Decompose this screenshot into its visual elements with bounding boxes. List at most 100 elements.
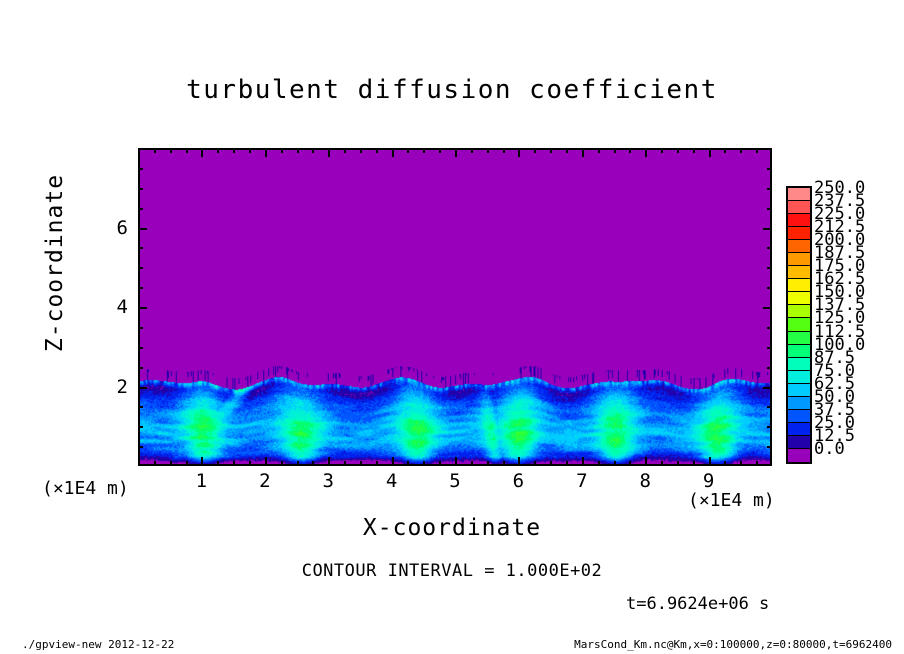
- x-axis-tick: [581, 457, 584, 466]
- x-axis-minor-tick: [613, 461, 616, 466]
- x-axis-minor-tick: [439, 148, 442, 153]
- y-axis-tick: [763, 227, 772, 230]
- x-axis-tick: [201, 148, 204, 157]
- x-axis-minor-tick: [550, 148, 553, 153]
- y-axis-minor-tick: [138, 267, 143, 270]
- colorbar-label: 75.0: [814, 360, 855, 381]
- colorbar-band: [788, 227, 810, 241]
- x-tick-label: 6: [512, 470, 525, 492]
- y-axis-minor-tick: [767, 247, 772, 250]
- y-axis-unit-label: (×1E4 m): [42, 478, 129, 499]
- footer-command: ./gpview-new 2012-12-22: [22, 638, 175, 651]
- colorbar-label: 187.5: [814, 243, 866, 264]
- x-axis-unit-label: (×1E4 m): [688, 490, 775, 511]
- colorbar-label: 150.0: [814, 282, 866, 303]
- x-axis-minor-tick: [153, 148, 156, 153]
- y-axis-minor-tick: [138, 326, 143, 329]
- y-axis-minor-tick: [767, 446, 772, 449]
- x-axis-minor-tick: [375, 461, 378, 466]
- x-axis-minor-tick: [359, 461, 362, 466]
- x-axis-minor-tick: [407, 148, 410, 153]
- x-tick-label: 5: [449, 470, 461, 492]
- colorbar-label: 225.0: [814, 204, 866, 225]
- x-axis-minor-tick: [740, 148, 743, 153]
- x-axis-minor-tick: [676, 461, 679, 466]
- colorbar-label: 100.0: [814, 334, 866, 355]
- x-tick-label: 2: [259, 470, 271, 492]
- y-axis-minor-tick: [138, 207, 143, 210]
- y-axis-tick: [138, 386, 147, 389]
- y-tick-label: 4: [116, 296, 128, 318]
- colorbar-label: 237.5: [814, 191, 866, 212]
- y-tick-label: 2: [116, 375, 128, 398]
- contour-interval-note: CONTOUR INTERVAL = 1.000E+02: [301, 561, 603, 581]
- y-axis-tick: [138, 227, 147, 230]
- x-axis-minor-tick: [312, 461, 315, 466]
- x-axis-minor-tick: [724, 461, 727, 466]
- colorbar-band: [788, 188, 810, 202]
- x-axis-minor-tick: [565, 461, 568, 466]
- x-axis-tick: [391, 148, 394, 157]
- x-tick-label: 4: [385, 470, 398, 492]
- y-axis-minor-tick: [138, 366, 143, 369]
- x-axis-tick: [264, 457, 267, 466]
- x-axis-tick: [645, 457, 648, 466]
- x-axis-minor-tick: [661, 461, 664, 466]
- y-axis-minor-tick: [767, 207, 772, 210]
- colorbar-band: [788, 344, 810, 358]
- x-axis-tick: [581, 148, 584, 157]
- y-axis-minor-tick: [767, 426, 772, 429]
- colorbar-label: 25.0: [814, 412, 855, 433]
- x-axis-tick: [455, 148, 457, 157]
- colorbar-band: [788, 409, 810, 423]
- x-axis-minor-tick: [470, 461, 473, 466]
- colorbar: [786, 186, 812, 464]
- y-axis-minor-tick: [138, 346, 143, 349]
- y-axis-tick: [138, 307, 147, 309]
- y-axis-minor-tick: [138, 247, 143, 250]
- y-axis-tick: [763, 386, 772, 389]
- x-axis-minor-tick: [344, 148, 347, 153]
- colorbar-band: [788, 435, 810, 449]
- x-tick-label: 1: [195, 470, 208, 492]
- x-axis-minor-tick: [534, 461, 537, 466]
- x-axis-minor-tick: [486, 461, 489, 466]
- x-axis-tick: [264, 148, 267, 157]
- y-axis-minor-tick: [767, 267, 772, 270]
- x-axis-tick: [708, 148, 711, 157]
- colorbar-band: [788, 201, 810, 215]
- colorbar-label: 87.5: [814, 347, 855, 368]
- colorbar-band: [788, 331, 810, 345]
- x-axis-minor-tick: [359, 148, 362, 153]
- x-axis-minor-tick: [740, 461, 743, 466]
- y-axis-minor-tick: [767, 167, 772, 170]
- colorbar-band: [788, 266, 810, 280]
- y-axis-minor-tick: [767, 406, 772, 409]
- x-axis-minor-tick: [534, 148, 537, 153]
- y-axis-minor-tick: [138, 287, 143, 290]
- x-axis-tick: [518, 457, 521, 466]
- colorbar-label: 37.5: [814, 399, 855, 420]
- x-axis-minor-tick: [692, 461, 695, 466]
- colorbar-label: 212.5: [814, 217, 866, 238]
- colorbar-label: 125.0: [814, 308, 866, 329]
- y-axis-minor-tick: [767, 346, 772, 349]
- x-axis-minor-tick: [486, 148, 489, 153]
- time-stamp-note: t=6.9624e+06 s: [626, 594, 770, 614]
- x-axis-minor-tick: [423, 461, 426, 466]
- x-axis-minor-tick: [169, 148, 172, 153]
- y-axis-minor-tick: [138, 167, 143, 170]
- x-axis-tick: [455, 457, 457, 466]
- colorbar-band: [788, 383, 810, 397]
- x-axis-minor-tick: [661, 148, 664, 153]
- y-axis-minor-tick: [138, 406, 143, 409]
- x-axis-minor-tick: [629, 148, 632, 153]
- x-axis-minor-tick: [597, 461, 600, 466]
- colorbar-label: 50.0: [814, 386, 855, 407]
- x-axis-minor-tick: [597, 148, 600, 153]
- x-axis-minor-tick: [280, 148, 283, 153]
- x-axis-tick: [645, 148, 648, 157]
- x-axis-minor-tick: [407, 461, 410, 466]
- x-axis-minor-tick: [217, 148, 220, 153]
- x-axis-minor-tick: [470, 148, 473, 153]
